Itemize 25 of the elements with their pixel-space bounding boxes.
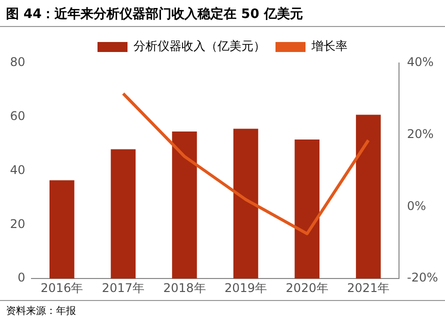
y2-tick-label: 40% bbox=[407, 55, 434, 70]
y-tick-label: 0 bbox=[18, 270, 26, 285]
bar bbox=[50, 180, 74, 279]
bar bbox=[233, 128, 258, 279]
x-tick-label: 2020年 bbox=[286, 280, 328, 295]
y2-tick-label: 20% bbox=[407, 126, 434, 141]
bar bbox=[294, 140, 320, 279]
bar bbox=[356, 114, 381, 279]
x-tick-label: 2019年 bbox=[224, 280, 268, 295]
y-tick-label: 40 bbox=[10, 162, 26, 177]
legend-label: 增长率 bbox=[310, 39, 348, 54]
y2-tick-label: 0% bbox=[407, 198, 426, 213]
x-tick-label: 2021年 bbox=[347, 280, 390, 295]
bar bbox=[110, 149, 136, 279]
x-tick-label: 2017年 bbox=[102, 280, 144, 295]
y-tick-label: 80 bbox=[10, 55, 26, 70]
legend-label: 分析仪器收入（亿美元） bbox=[134, 39, 266, 54]
y-tick-label: 60 bbox=[10, 109, 26, 124]
x-tick-label: 2016年 bbox=[40, 280, 84, 295]
y-tick-label: 20 bbox=[10, 216, 26, 231]
x-tick-label: 2018年 bbox=[163, 280, 206, 295]
text: 资料来源：年报 bbox=[0, 300, 445, 321]
y2-tick-label: -20% bbox=[407, 270, 438, 285]
bar bbox=[172, 131, 197, 279]
chart-title: 图 44：近年来分析仪器部门收入稳定在 50 亿美元 bbox=[0, 0, 445, 27]
